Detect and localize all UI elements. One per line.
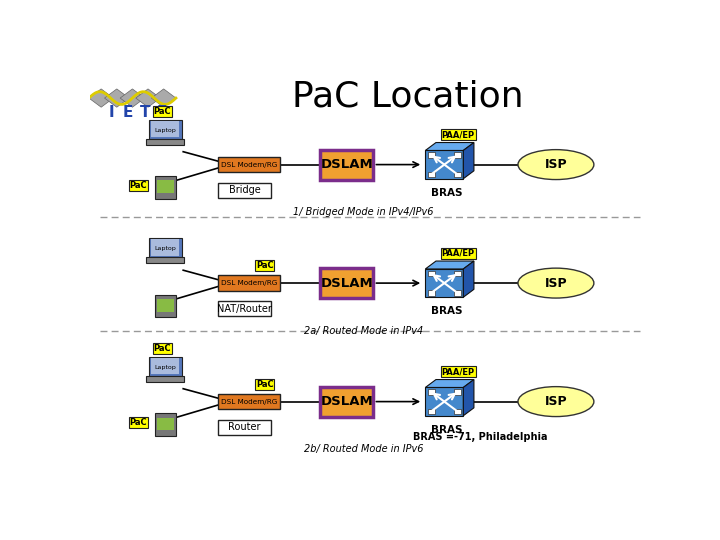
Text: PaC: PaC [256, 261, 274, 270]
Text: PAA/EP: PAA/EP [441, 130, 475, 139]
FancyBboxPatch shape [155, 176, 176, 199]
Text: PaC: PaC [256, 380, 274, 389]
Polygon shape [463, 380, 474, 416]
FancyBboxPatch shape [428, 409, 435, 414]
FancyBboxPatch shape [454, 290, 461, 295]
Text: BRAS: BRAS [431, 306, 463, 316]
Text: PaC: PaC [130, 181, 148, 190]
Polygon shape [463, 261, 474, 297]
Polygon shape [120, 89, 145, 107]
Polygon shape [426, 143, 474, 151]
FancyBboxPatch shape [151, 357, 179, 374]
Text: PaC: PaC [130, 418, 148, 427]
Polygon shape [426, 380, 474, 388]
Text: BRAS =-71, Philadelphia: BRAS =-71, Philadelphia [413, 432, 548, 442]
FancyBboxPatch shape [454, 152, 461, 158]
FancyBboxPatch shape [218, 183, 271, 198]
FancyBboxPatch shape [320, 268, 373, 298]
FancyBboxPatch shape [146, 258, 184, 263]
FancyBboxPatch shape [454, 389, 461, 395]
Text: Laptop: Laptop [155, 127, 176, 133]
Text: 2b/ Routed Mode in IPv6: 2b/ Routed Mode in IPv6 [304, 444, 423, 455]
Text: Laptop: Laptop [155, 364, 176, 370]
FancyBboxPatch shape [454, 172, 461, 177]
FancyBboxPatch shape [218, 420, 271, 435]
Text: I: I [109, 105, 114, 120]
Polygon shape [151, 89, 176, 107]
FancyBboxPatch shape [426, 151, 463, 179]
FancyBboxPatch shape [157, 299, 174, 312]
FancyBboxPatch shape [149, 357, 181, 376]
FancyBboxPatch shape [146, 376, 184, 382]
FancyBboxPatch shape [151, 120, 179, 137]
Polygon shape [463, 143, 474, 179]
FancyBboxPatch shape [155, 413, 176, 436]
Polygon shape [104, 89, 129, 107]
Text: PaC Location: PaC Location [292, 79, 524, 113]
FancyBboxPatch shape [428, 271, 435, 276]
FancyBboxPatch shape [320, 150, 373, 180]
Polygon shape [136, 89, 161, 107]
FancyBboxPatch shape [157, 417, 174, 430]
Polygon shape [89, 89, 114, 107]
FancyBboxPatch shape [426, 269, 463, 297]
Text: Bridge: Bridge [229, 185, 261, 195]
Text: ISP: ISP [544, 158, 567, 171]
FancyBboxPatch shape [218, 301, 271, 316]
Text: T: T [140, 105, 150, 120]
FancyBboxPatch shape [146, 139, 184, 145]
Text: PaC: PaC [154, 107, 171, 116]
FancyBboxPatch shape [320, 387, 373, 416]
Text: DSLAM: DSLAM [320, 158, 373, 171]
FancyBboxPatch shape [157, 180, 174, 193]
Text: BRAS: BRAS [431, 188, 463, 198]
FancyBboxPatch shape [151, 239, 179, 255]
FancyBboxPatch shape [218, 394, 279, 409]
Text: DSLAM: DSLAM [320, 395, 373, 408]
Text: Laptop: Laptop [155, 246, 176, 251]
Text: BRAS: BRAS [431, 425, 463, 435]
Text: F: F [156, 105, 166, 120]
FancyBboxPatch shape [426, 388, 463, 416]
Text: DSL Modem/RG: DSL Modem/RG [221, 399, 277, 404]
Text: ISP: ISP [544, 395, 567, 408]
FancyBboxPatch shape [218, 157, 279, 172]
Text: PAA/EP: PAA/EP [441, 248, 475, 258]
Ellipse shape [518, 268, 594, 298]
FancyBboxPatch shape [218, 275, 279, 291]
Text: DSLAM: DSLAM [320, 276, 373, 289]
Polygon shape [426, 261, 474, 269]
FancyBboxPatch shape [454, 271, 461, 276]
FancyBboxPatch shape [155, 294, 176, 318]
Text: 1/ Bridged Mode in IPv4/IPv6: 1/ Bridged Mode in IPv4/IPv6 [293, 207, 433, 218]
FancyBboxPatch shape [428, 152, 435, 158]
Ellipse shape [518, 387, 594, 416]
FancyBboxPatch shape [428, 290, 435, 295]
FancyBboxPatch shape [428, 172, 435, 177]
Text: E: E [122, 105, 133, 120]
Text: DSL Modem/RG: DSL Modem/RG [221, 280, 277, 286]
Text: 2a/ Routed Mode in IPv4: 2a/ Routed Mode in IPv4 [304, 326, 423, 336]
Text: Router: Router [228, 422, 261, 433]
FancyBboxPatch shape [149, 120, 181, 139]
FancyBboxPatch shape [454, 409, 461, 414]
FancyBboxPatch shape [428, 389, 435, 395]
FancyBboxPatch shape [149, 238, 181, 258]
Ellipse shape [518, 150, 594, 180]
Text: PAA/EP: PAA/EP [441, 367, 475, 376]
Text: DSL Modem/RG: DSL Modem/RG [221, 161, 277, 167]
Text: PaC: PaC [154, 345, 171, 353]
Text: NAT/Router: NAT/Router [217, 304, 272, 314]
Text: ISP: ISP [544, 276, 567, 289]
